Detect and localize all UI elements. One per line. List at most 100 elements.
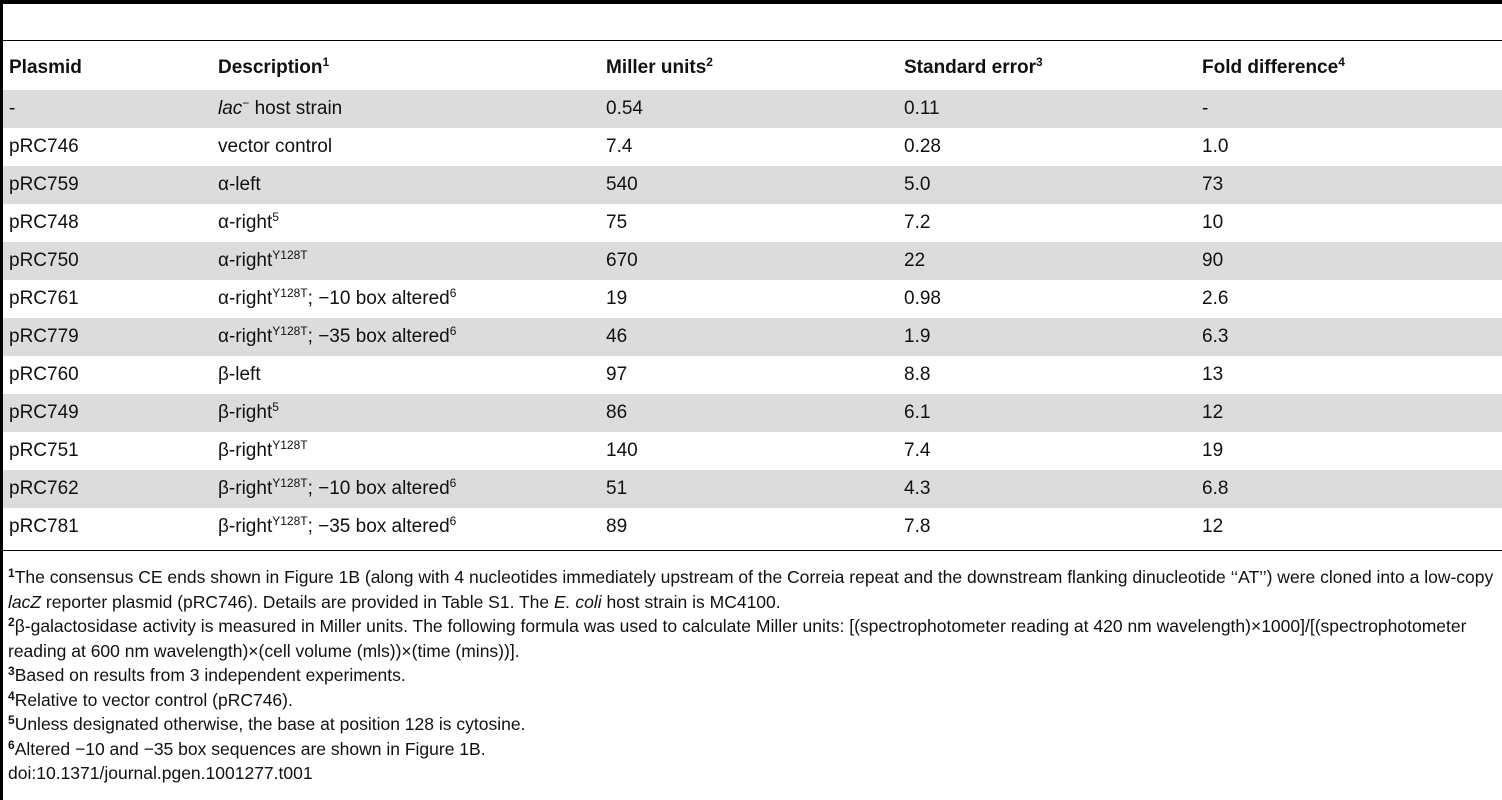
col-header-standard-error: Standard error3 [904,55,1043,78]
cell-fold-difference: 13 [1202,364,1224,385]
description-text: ; −10 box altered [307,478,450,499]
cell-description: β-rightY128T; −35 box altered6 [212,508,600,546]
footnote-mark: 3 [8,664,15,678]
cell-miller-units: 0.54 [600,90,898,128]
footnote-text: E. coli [554,591,602,612]
description-text: vector control [218,136,333,157]
cell-fold-difference: 12 [1202,516,1224,537]
cell-miller-units: 89 [606,516,628,537]
description-italic: lac [218,98,243,119]
table-header-row: Plasmid Description1 Miller units2 Stand… [3,46,1502,90]
description-superscript: Y128T [272,248,308,262]
cell-fold-difference: 73 [1196,166,1502,204]
cell-standard-error: 0.28 [904,136,941,157]
cell-plasmid: pRC749 [3,394,212,432]
col-header-description: Description1 [218,55,330,78]
footnote: 1The consensus CE ends shown in Figure 1… [8,565,1498,614]
footnote-text: The consensus CE ends shown in Figure 1B… [14,567,1494,587]
col-header-fold-difference: Fold difference4 [1202,55,1345,78]
cell-plasmid: pRC761 [9,288,79,309]
description-text: ; −10 box altered [307,288,450,309]
cell-miller-units: 670 [600,242,898,280]
table-row: pRC762 β-rightY128T; −10 box altered6 51 4.… [3,470,1502,508]
cell-miller-units: 86 [600,394,898,432]
cell-plasmid: pRC762 [3,470,212,508]
footnote-mark: 1 [8,566,15,580]
footnote: 4Relative to vector control (pRC746). [8,688,1498,713]
cell-fold-difference: 90 [1196,242,1502,280]
description-text: α-right [218,212,273,233]
cell-miller-units: 540 [600,166,898,204]
description-superscript: 6 [449,324,457,338]
cell-fold-difference: 19 [1202,440,1224,461]
footnote-text: Relative to vector control (pRC746). [14,689,293,710]
cell-plasmid: pRC781 [9,516,79,537]
cell-plasmid: pRC751 [9,440,79,461]
cell-description: vector control [212,128,600,166]
cell-standard-error: 6.1 [898,394,1196,432]
header-top-rule [3,40,1502,41]
description-superscript: 5 [272,400,279,414]
description-superscript: Y128T [272,324,308,338]
left-border [0,0,3,800]
cell-standard-error: 22 [898,242,1196,280]
cell-fold-difference: - [1196,90,1502,128]
cell-standard-error: 7.2 [904,212,931,233]
description-text: ; −35 box altered [307,516,450,537]
cell-miller-units: 46 [600,318,898,356]
footnote-text: reporter plasmid (pRC746). Details are p… [41,591,555,612]
table-row: pRC751 β-rightY128T 140 7.4 19 [3,432,1502,470]
cell-description: α-rightY128T; −10 box altered6 [212,280,600,318]
footnote-text: Unless designated otherwise, the base at… [14,714,526,734]
cell-standard-error: 0.11 [898,90,1196,128]
table-row: - lac− host strain 0.54 0.11- [3,90,1502,128]
cell-fold-difference: 10 [1202,212,1224,233]
footnote-text: Based on results from 3 independent expe… [14,665,406,685]
cell-miller-units: 140 [606,440,638,461]
top-border [0,0,1502,4]
description-text: β-left [218,364,261,385]
table-row: pRC748 α-right5 75 7.2 10 [3,204,1502,242]
table-row: pRC750 α-rightY128T 670 22 90 [3,242,1502,280]
cell-description: β-rightY128T [212,432,600,470]
cell-plasmid: pRC746 [9,136,79,157]
cell-miller-units: 7.4 [606,136,633,157]
description-superscript: 5 [272,210,279,224]
description-superscript: 6 [449,514,457,528]
description-text: β-right [218,516,273,537]
cell-fold-difference: 2.6 [1202,288,1229,309]
col-header-miller-units: Miller units2 [606,55,713,78]
description-superscript: − [242,96,250,110]
footnote: 3Based on results from 3 independent exp… [8,663,1498,688]
footnote-text: β-galactosidase activity is measured in … [8,616,1467,661]
cell-description: β-left [212,356,600,394]
cell-fold-difference: 12 [1196,394,1502,432]
description-text: α-right [218,326,273,347]
cell-plasmid: pRC748 [9,212,79,233]
cell-description: α-rightY128T [212,242,600,280]
cell-plasmid: pRC759 [3,166,212,204]
cell-standard-error: 7.4 [904,440,931,461]
footnote-mark: 6 [8,737,15,752]
footnote-text: lacZ [8,591,42,612]
cell-description: lac− host strain [212,90,600,128]
table-row: pRC781 β-rightY128T; −35 box altered6 89 7.… [3,508,1502,546]
results-table: Plasmid Description1 Miller units2 Stand… [3,46,1502,546]
description-text: β-right [218,440,273,461]
cell-plasmid: pRC750 [3,242,212,280]
col-header-plasmid: Plasmid [9,57,82,78]
table-row: pRC761 α-rightY128T; −10 box altered6 19 0.… [3,280,1502,318]
cell-plasmid: - [3,90,212,128]
footnote-text: host strain is MC4100. [601,591,781,612]
cell-standard-error: 1.9 [898,318,1196,356]
description-text: α-right [218,250,273,271]
description-text: β-right [218,478,273,499]
footnote-text: Altered −10 and −35 box sequences are sh… [14,738,486,759]
footnote: 5Unless designated otherwise, the base a… [8,712,1498,737]
cell-description: α-left [212,166,600,204]
description-text: ; −35 box altered [307,326,450,347]
table-row: pRC749 β-right5 86 6.1 12 [3,394,1502,432]
cell-plasmid: pRC779 [3,318,212,356]
footnote-mark: 4 [8,688,15,703]
cell-fold-difference: 6.3 [1196,318,1502,356]
